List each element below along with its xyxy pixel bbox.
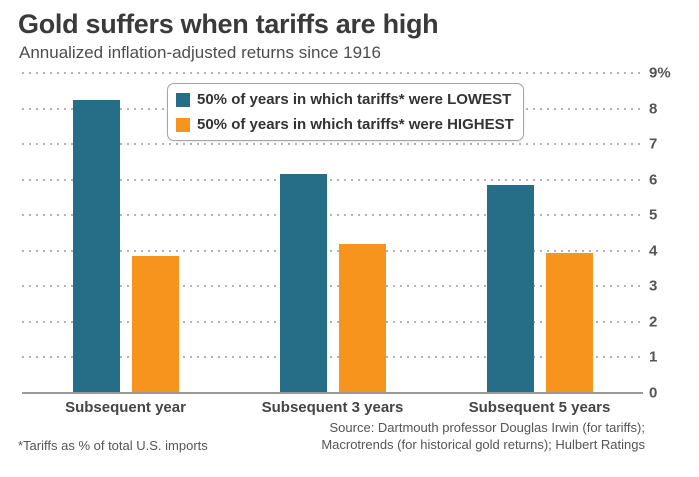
legend-swatch-lowest [176,92,190,107]
gridline [22,214,643,217]
gridline [22,320,643,323]
y-tick-label: 5 [649,206,658,224]
y-tick-label: 9% [649,64,671,82]
bar-tariffs-lowest [486,185,534,393]
footnote: *Tariffs as % of total U.S. imports [18,438,208,453]
gridline [22,178,643,181]
bar-group [229,73,436,393]
y-tick-label: 8 [649,100,658,118]
y-tick-label: 7 [649,135,658,153]
source-line-2: Macrotrends (for historical gold returns… [321,437,645,452]
source-line-1: Source: Dartmouth professor Douglas Irwi… [329,420,646,435]
y-tick-label: 3 [649,277,658,295]
gridlines [22,72,643,394]
bar-tariffs-highest [545,252,593,393]
gridline [22,249,643,252]
bar-tariffs-highest [338,243,386,393]
legend-label: 50% of years in which tariffs* were HIGH… [197,116,514,133]
gridline [22,285,643,288]
x-axis-baseline [22,392,643,394]
legend-item: 50% of years in which tariffs* were LOWE… [176,87,514,112]
legend-swatch-highest [176,117,190,132]
bar-tariffs-lowest [279,174,327,393]
legend: 50% of years in which tariffs* were LOWE… [167,83,524,141]
legend-label: 50% of years in which tariffs* were LOWE… [197,91,512,108]
y-axis-labels: 0 1 2 3 4 5 6 7 8 9% [649,65,695,402]
bar-group [22,73,229,393]
source-credit: Source: Dartmouth professor Douglas Irwi… [321,419,645,453]
gridline [22,72,643,74]
chart-title: Gold suffers when tariffs are high [18,9,439,39]
x-axis-category-label: Subsequent 5 years [468,399,611,416]
x-axis-category-label: Subsequent year [65,399,186,416]
y-tick-label: 1 [649,348,658,366]
y-tick-label: 2 [649,313,658,331]
y-tick-label: 0 [649,384,658,402]
y-tick-label: 6 [649,171,658,189]
x-axis-category-label: Subsequent 3 years [261,399,404,416]
bar-tariffs-lowest [72,99,120,393]
bar-tariffs-highest [131,256,179,393]
y-tick-label: 4 [649,242,658,260]
x-axis-labels: Subsequent year Subsequent 3 years Subsequ… [22,399,643,416]
bar-group [436,73,643,393]
plot-area: 50% of years in which tariffs* were LOWE… [22,72,643,394]
gridline [22,356,643,359]
chart-subtitle: Annualized inflation-adjusted returns si… [19,43,381,62]
bars-layer [22,73,643,393]
gridline [22,143,643,146]
legend-item: 50% of years in which tariffs* were HIGH… [176,112,514,137]
